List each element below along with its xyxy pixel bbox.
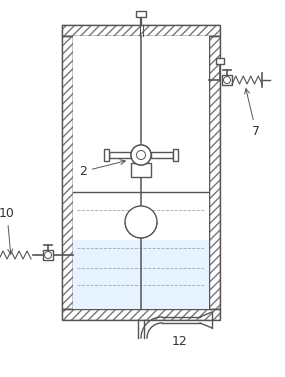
Circle shape [131,145,151,165]
Bar [62,36,73,309]
Bar [151,152,173,158]
Bar [222,75,232,85]
Circle shape [223,77,231,84]
Bar [62,309,220,320]
Bar [73,240,209,309]
Bar [62,25,220,36]
Bar [73,36,209,309]
Bar [62,309,220,320]
Text: 12: 12 [172,335,188,348]
Bar [62,25,220,36]
Bar [104,149,109,161]
Text: 10: 10 [0,207,15,254]
Bar [138,165,144,175]
Circle shape [137,150,146,159]
Circle shape [44,251,52,259]
Bar [62,36,73,309]
Bar [209,36,220,309]
Bar [216,58,224,64]
Bar [173,149,178,161]
Bar [209,36,220,309]
Text: 7: 7 [245,89,260,138]
Bar [43,250,53,260]
Text: 2: 2 [79,160,125,178]
Bar [131,163,151,177]
Circle shape [125,206,157,238]
Bar [136,11,146,17]
Bar [109,152,131,158]
Circle shape [131,145,151,165]
